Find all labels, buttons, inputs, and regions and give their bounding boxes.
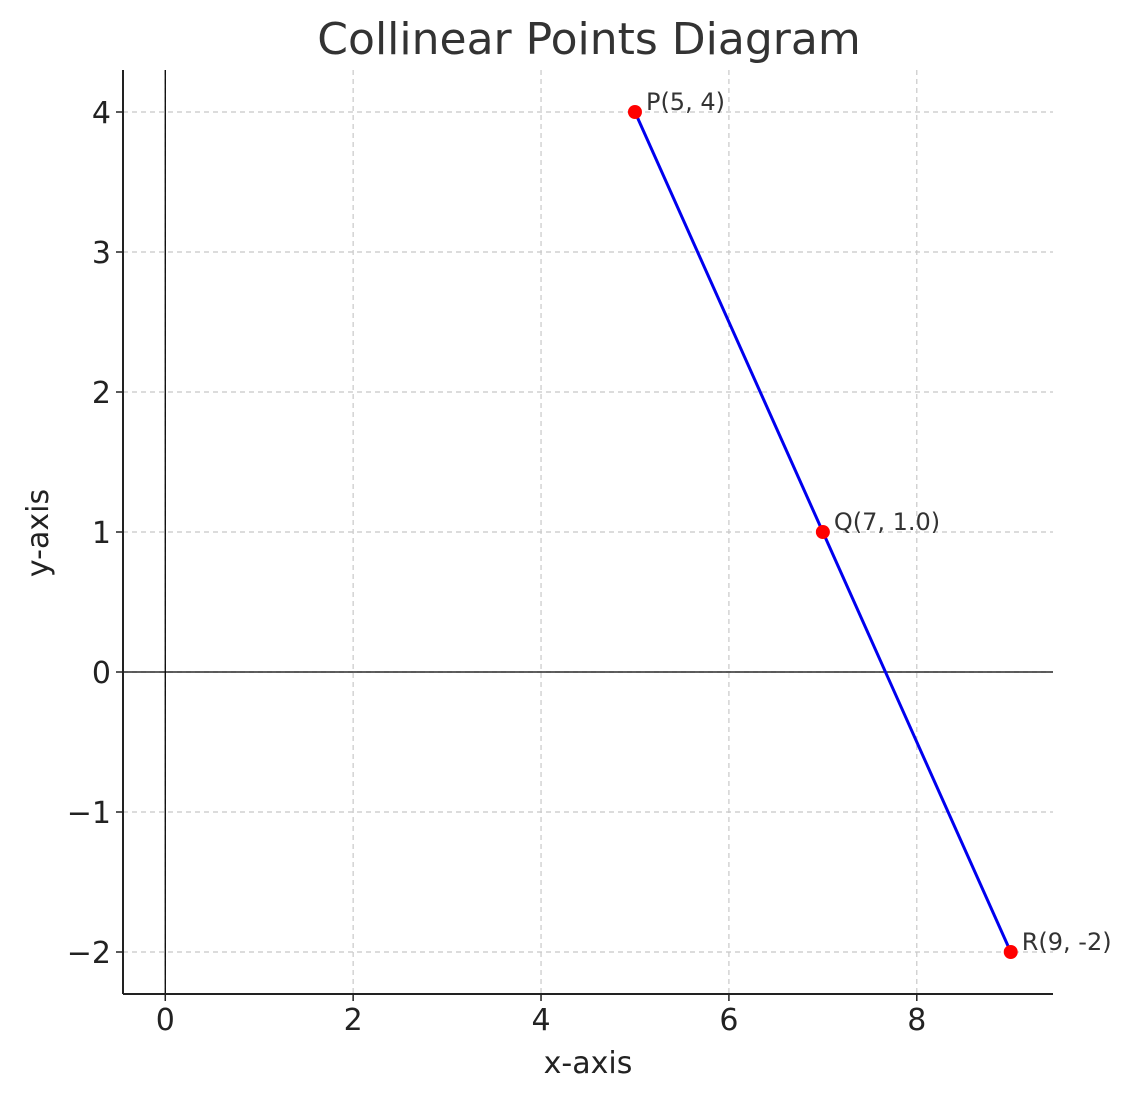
y-tick-label: 0 [92, 656, 111, 691]
data-point [815, 525, 830, 539]
y-tick-label: 1 [92, 516, 111, 551]
data-point [627, 105, 642, 119]
point-label: Q(7, 1.0) [834, 508, 940, 536]
reference-lines [123, 70, 1053, 994]
chart-title: Collinear Points Diagram [317, 14, 860, 65]
series [627, 105, 1018, 959]
y-tick-label: −1 [67, 796, 111, 831]
data-point [1003, 945, 1018, 959]
y-tick-label: 3 [92, 236, 111, 271]
x-tick-label: 6 [719, 1003, 738, 1038]
point-label: P(5, 4) [646, 88, 725, 116]
x-tick-label: 2 [344, 1003, 363, 1038]
y-axis-label: y-axis [21, 489, 56, 577]
y-tick-label: −2 [67, 936, 111, 971]
x-tick-label: 0 [156, 1003, 175, 1038]
point-labels: P(5, 4) Q(7, 1.0) R(9, -2) [646, 88, 1112, 956]
x-axis-label: x-axis [544, 1046, 633, 1081]
point-label: R(9, -2) [1022, 928, 1112, 956]
y-tick-label: 4 [92, 96, 111, 131]
x-tick-label: 8 [907, 1003, 926, 1038]
y-tick-label: 2 [92, 376, 111, 411]
ticks: 0 2 4 6 8 −2 −1 0 1 2 3 4 [67, 96, 927, 1038]
x-tick-label: 4 [531, 1003, 550, 1038]
